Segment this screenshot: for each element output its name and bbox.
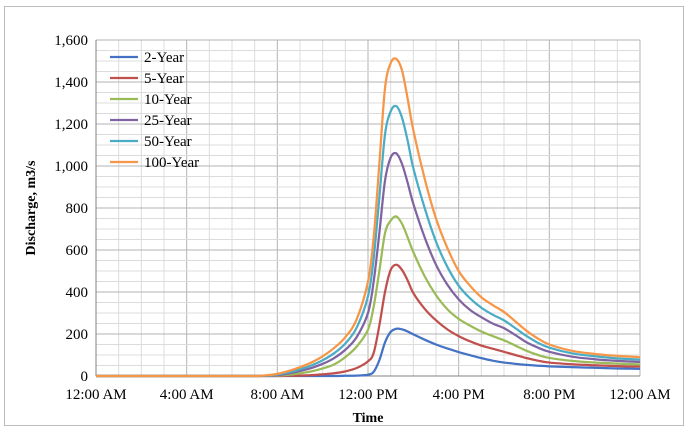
y-tick-label: 800 [66,201,89,217]
y-axis-title: Discharge, m3/s [24,160,39,255]
legend-label-25-year: 25-Year [144,113,192,129]
x-tick-label: 4:00 PM [433,387,485,403]
legend: 2-Year 5-Year 10-Year 25-Year 50-Year 100-Yea… [110,50,199,171]
x-axis-title: Time [353,411,384,426]
legend-label-100-year: 100-Year [144,155,199,171]
legend-label-5-year: 5-Year [144,71,184,87]
x-tick-label: 12:00 AM [609,387,670,403]
x-tick-label: 12:00 PM [338,387,398,403]
y-tick-label: 1,200 [54,117,88,133]
x-tick-label: 8:00 PM [523,387,575,403]
legend-label-50-year: 50-Year [144,134,192,150]
y-tick-label: 0 [81,369,89,385]
series-line-100-year [96,57,641,378]
y-tick-label: 600 [66,243,89,259]
y-tick-label: 400 [66,285,89,301]
legend-label-2-year: 2-Year [144,50,184,66]
tick-labels: 0 200 400 600 800 1,000 1,200 1,400 1,600 12:00 A… [54,33,670,403]
x-tick-label: 8:00 AM [250,387,304,403]
y-tick-label: 1,600 [54,33,88,49]
legend-label-10-year: 10-Year [144,92,192,108]
series-lines [96,57,641,378]
x-tick-label: 4:00 AM [160,387,214,403]
grid [95,39,641,377]
y-tick-label: 1,400 [54,75,88,91]
y-tick-label: 200 [66,327,89,343]
x-tick-label: 12:00 AM [65,387,126,403]
y-tick-label: 1,000 [54,159,88,175]
